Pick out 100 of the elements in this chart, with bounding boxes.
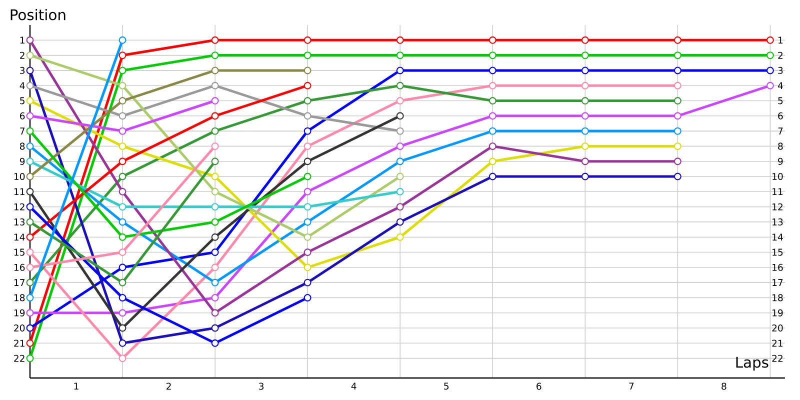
y2-tick-label: 8 bbox=[778, 142, 783, 150]
y2-tick-label: 3 bbox=[778, 66, 783, 74]
point bbox=[304, 142, 312, 150]
point bbox=[26, 278, 34, 286]
y-tick-label: 6 bbox=[20, 112, 25, 120]
y-tick-label: 11 bbox=[14, 188, 24, 196]
point bbox=[488, 127, 496, 135]
y2-tick-label: 7 bbox=[778, 128, 783, 134]
point bbox=[26, 248, 34, 256]
point bbox=[488, 97, 496, 104]
y2-tick-label: 20 bbox=[772, 324, 783, 332]
point bbox=[26, 52, 34, 60]
point bbox=[118, 294, 126, 302]
point bbox=[118, 172, 126, 180]
y-tick-label: 2 bbox=[20, 52, 24, 59]
point bbox=[766, 82, 774, 90]
point bbox=[26, 66, 34, 74]
point bbox=[488, 172, 496, 180]
point bbox=[581, 82, 589, 90]
point bbox=[674, 66, 682, 74]
point bbox=[211, 248, 219, 256]
point bbox=[211, 324, 219, 332]
y-tick-label: 8 bbox=[20, 142, 25, 150]
point bbox=[118, 218, 126, 226]
point bbox=[304, 97, 312, 104]
point bbox=[26, 233, 34, 241]
point bbox=[26, 354, 34, 362]
y2-tick-label: 18 bbox=[772, 294, 783, 302]
x-tick-label: 2 bbox=[166, 382, 171, 390]
y-tick-label: 18 bbox=[14, 294, 25, 302]
y2-tick-label: 10 bbox=[772, 172, 783, 180]
point bbox=[26, 324, 34, 332]
point bbox=[488, 142, 496, 150]
point bbox=[304, 264, 312, 272]
y-tick-label: 4 bbox=[20, 82, 25, 90]
point bbox=[26, 142, 34, 150]
y2-tick-label: 19 bbox=[772, 309, 783, 316]
point bbox=[211, 97, 219, 104]
point bbox=[396, 52, 404, 60]
point bbox=[766, 36, 774, 44]
point bbox=[118, 112, 126, 120]
point bbox=[211, 218, 219, 226]
point bbox=[26, 36, 34, 44]
point bbox=[26, 97, 34, 104]
point bbox=[304, 188, 312, 196]
x-tick-label: 3 bbox=[259, 382, 264, 390]
y2-tick-label: 17 bbox=[772, 279, 783, 286]
point bbox=[118, 142, 126, 150]
point bbox=[26, 309, 34, 317]
y-tick-label: 5 bbox=[20, 97, 24, 104]
y2-tick-label: 22 bbox=[772, 354, 782, 362]
point bbox=[211, 52, 219, 60]
y-tick-label: 21 bbox=[14, 340, 24, 347]
point bbox=[396, 172, 404, 180]
point bbox=[581, 36, 589, 44]
y-tick-label: 19 bbox=[14, 309, 25, 316]
point bbox=[304, 52, 312, 60]
point bbox=[488, 82, 496, 90]
point bbox=[304, 233, 312, 241]
y-tick-label: 20 bbox=[14, 324, 25, 332]
y-tick-label: 3 bbox=[20, 66, 25, 74]
point bbox=[304, 248, 312, 256]
point bbox=[304, 203, 312, 211]
x-axis-title: Laps bbox=[736, 356, 768, 371]
point bbox=[674, 52, 682, 60]
point bbox=[118, 339, 126, 347]
point bbox=[118, 52, 126, 60]
point bbox=[26, 127, 34, 135]
x-tick-label: 8 bbox=[722, 382, 726, 390]
point bbox=[488, 66, 496, 74]
point bbox=[118, 36, 126, 44]
y-tick-label: 17 bbox=[14, 279, 24, 286]
y-axis-title: Position bbox=[10, 8, 66, 20]
point bbox=[581, 127, 589, 135]
y-tick-label: 13 bbox=[14, 218, 25, 226]
point bbox=[304, 82, 312, 90]
point bbox=[211, 172, 219, 180]
point bbox=[118, 324, 126, 332]
point bbox=[118, 127, 126, 135]
point bbox=[674, 158, 682, 166]
point bbox=[118, 264, 126, 272]
point bbox=[396, 158, 404, 166]
point bbox=[396, 203, 404, 211]
point bbox=[26, 294, 34, 302]
point bbox=[488, 112, 496, 120]
y-tick-label: 1 bbox=[20, 36, 24, 44]
point bbox=[304, 172, 312, 180]
point bbox=[581, 66, 589, 74]
point bbox=[26, 158, 34, 166]
point bbox=[304, 112, 312, 120]
point bbox=[26, 188, 34, 196]
point bbox=[211, 36, 219, 44]
point bbox=[211, 66, 219, 74]
point bbox=[488, 158, 496, 166]
point bbox=[581, 112, 589, 120]
point bbox=[118, 158, 126, 166]
y2-tick-label: 5 bbox=[778, 97, 783, 104]
point bbox=[26, 218, 34, 226]
point bbox=[304, 158, 312, 166]
point bbox=[674, 142, 682, 150]
